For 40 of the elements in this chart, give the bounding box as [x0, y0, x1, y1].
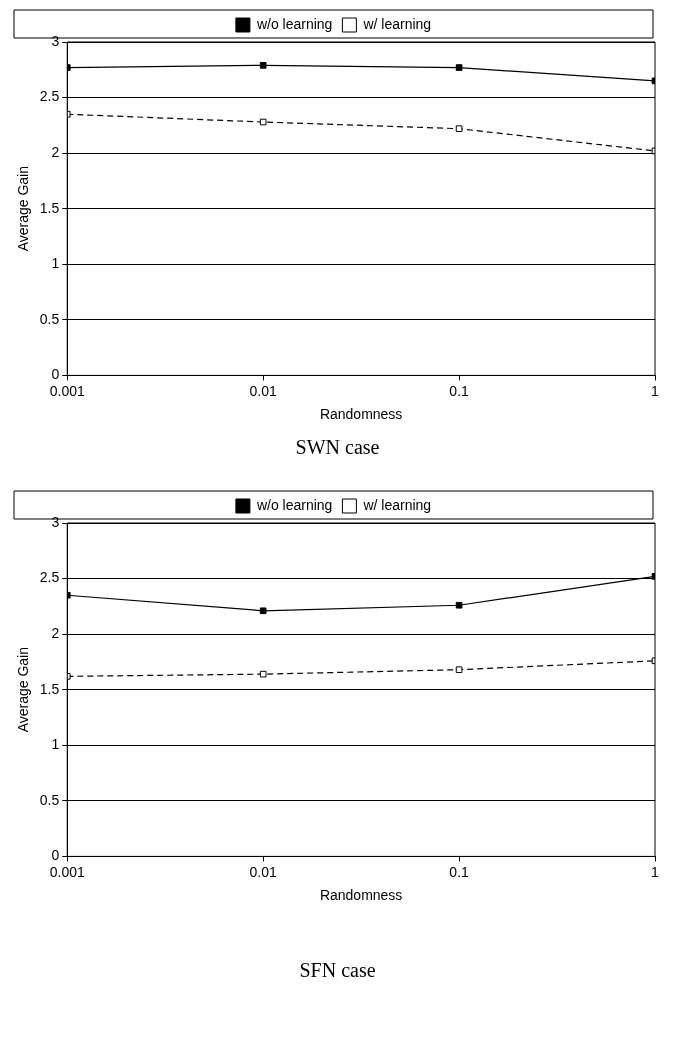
- y-tick-label: 2: [51, 624, 60, 641]
- point: [259, 670, 267, 678]
- y-tick-label: 1: [51, 736, 60, 753]
- y-tick-label: 2: [51, 143, 60, 160]
- point: [455, 666, 463, 674]
- legend-label: w/o learning: [255, 15, 333, 32]
- y-tick-label: 0: [51, 366, 60, 383]
- text: SWN case: [294, 436, 381, 459]
- legend-label: w/o learning: [255, 496, 333, 513]
- x-tick-label: 0.1: [449, 382, 470, 399]
- x-tick-label: 1: [651, 863, 660, 880]
- y-tick-label: 0.5: [39, 791, 60, 808]
- y-tick-label: 2.5: [39, 88, 60, 105]
- point: [259, 607, 267, 615]
- legend-label: w/ learning: [362, 15, 432, 32]
- y-tick-label: 1.5: [39, 680, 60, 697]
- y-tick-label: 0: [51, 847, 60, 864]
- x-tick-label: 0.001: [49, 863, 85, 880]
- point: [455, 125, 463, 133]
- point: [259, 62, 267, 69]
- y-tick-label: 1.5: [39, 199, 60, 216]
- point: [259, 118, 267, 126]
- x-tick-label: 1: [651, 382, 660, 399]
- x-tick-label: 0.01: [249, 382, 278, 399]
- x-axis-title: Randomness: [319, 887, 403, 904]
- y-axis-title: Average Gain: [15, 166, 32, 252]
- x-tick-label: 0.01: [249, 863, 278, 880]
- x-tick-label: 0.001: [49, 382, 85, 399]
- y-tick-label: 3: [51, 513, 60, 530]
- y-tick-label: 1: [51, 255, 60, 272]
- x-axis-title: Randomness: [319, 406, 403, 423]
- text: SFN case: [298, 959, 377, 982]
- legend-label: w/ learning: [362, 496, 432, 513]
- y-axis-title: Average Gain: [15, 647, 32, 733]
- y-tick-label: 3: [51, 32, 60, 49]
- y-tick-label: 2.5: [39, 569, 60, 586]
- point: [455, 601, 463, 609]
- y-tick-label: 0.5: [39, 310, 60, 327]
- point: [455, 64, 463, 71]
- x-tick-label: 0.1: [449, 863, 470, 880]
